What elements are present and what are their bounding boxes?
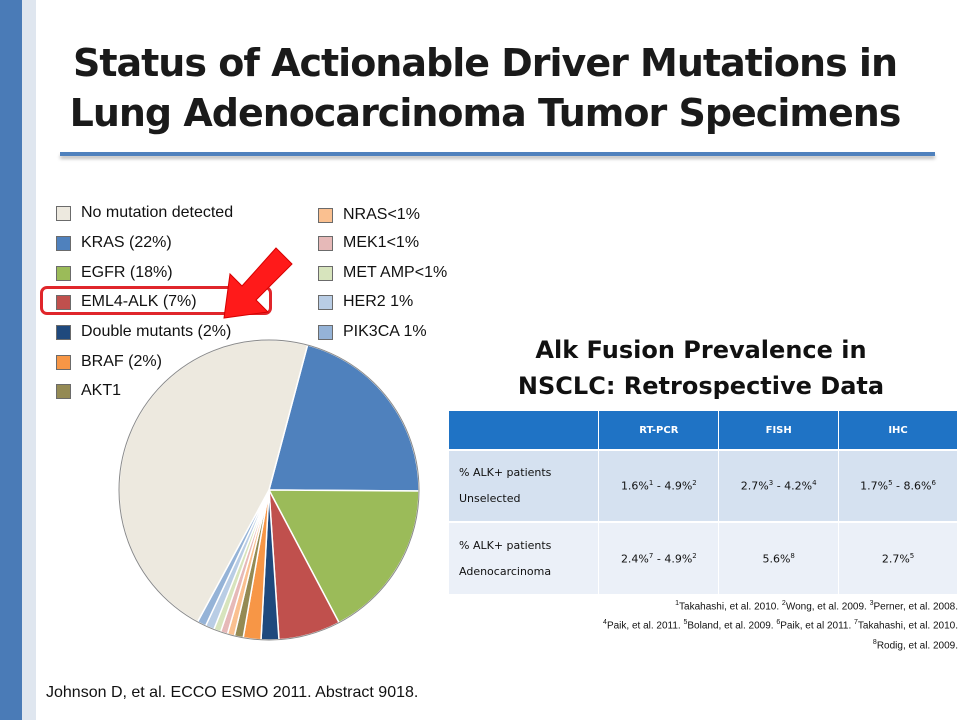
references-line-1: 1Takahashi, et al. 2010. 2Wong, et al. 2… [675,600,958,613]
source-citation: Johnson D, et al. ECCO ESMO 2011. Abstra… [46,684,419,701]
legend-item-akt1: AKT1 [56,381,121,401]
legend-swatch [56,354,71,370]
legend-label: EGFR (18%) [81,264,173,281]
legend-swatch [56,294,71,310]
references-line-2: 4Paik, et al. 2011. 5Boland, et al. 2009… [603,619,958,632]
legend-label: BRAF (2%) [81,353,162,370]
legend-item-no-mutation: No mutation detected [56,203,233,223]
header-rt-pcr: RT-PCR [598,411,720,450]
legend-swatch [318,265,333,281]
alk-table-title-line-1: Alk Fusion Prevalence in [535,336,867,364]
row-label-line-2: Adenocarcinoma [459,564,552,578]
legend-label: PIK3CA 1% [343,323,427,340]
alk-table-title-line-2: NSCLC: Retrospective Data [517,372,885,400]
table-row: % ALK+ patients Adenocarcinoma 2.4%7 - 4… [449,521,958,594]
title-underline [60,152,935,156]
legend-item-eml4-alk: EML4-ALK (7%) [56,292,197,312]
references: 1Takahashi, et al. 2010. 2Wong, et al. 2… [470,596,958,654]
header-fish: FISH [718,411,840,450]
legend-label: Double mutants (2%) [81,323,232,340]
legend-item-nras: NRAS<1% [318,205,420,225]
pie-outline [118,339,420,641]
legend-item-egfr: EGFR (18%) [56,263,173,283]
red-arrow-icon [223,247,293,319]
header-ihc: IHC [838,411,958,450]
row-label-line-2: Unselected [459,492,521,505]
legend-swatch [56,265,71,281]
cell-ihc: 2.7%5 [838,521,958,594]
legend-swatch [56,235,71,251]
legend-label: No mutation detected [81,204,234,221]
pie-slices [118,339,420,641]
cell-rt-pcr: 1.6%1 - 4.9%2 [598,449,720,522]
legend-item-her2: HER2 1% [318,292,413,312]
legend-swatch [56,205,71,221]
slide-title-line-1: Status of Actionable Driver Mutations in [72,41,898,85]
cell-fish: 2.7%3 - 4.2%4 [718,449,840,522]
legend-item-kras: KRAS (22%) [56,233,172,253]
slide-title: Status of Actionable Driver Mutations in… [40,38,930,138]
legend-item-mek1: MEK1<1% [318,233,419,253]
legend-label: AKT1 [81,382,122,399]
legend-swatch [318,235,333,251]
table-row: % ALK+ patients Unselected 1.6%1 - 4.9%2… [449,449,958,522]
legend-item-met-amp: MET AMP<1% [318,263,447,283]
legend-label: NRAS<1% [343,206,420,223]
left-accent-band [22,0,36,720]
cell-ihc: 1.7%5 - 8.6%6 [838,449,958,522]
legend-label: MET AMP<1% [343,264,448,281]
legend-label: EML4-ALK (7%) [81,293,197,310]
legend-item-double-mutants: Double mutants (2%) [56,322,231,342]
legend-swatch [318,207,333,223]
cell-rt-pcr: 2.4%7 - 4.9%2 [598,521,720,594]
alk-table-title: Alk Fusion Prevalence in NSCLC: Retrospe… [456,332,946,404]
references-line-3: 8Rodig, et al. 2009. [872,638,958,651]
row-label: % ALK+ patients Adenocarcinoma [449,521,600,594]
legend-swatch [56,324,71,340]
cell-fish: 5.6%8 [718,521,840,594]
header-blank [449,411,600,450]
legend-label: MEK1<1% [343,234,420,251]
legend-item-pik3ca: PIK3CA 1% [318,322,427,342]
legend-label: HER2 1% [343,293,414,310]
table-header-row: RT-PCR FISH IHC [449,411,958,450]
legend-swatch [56,383,71,399]
eml4-alk-highlight-box [40,286,272,315]
legend-swatch [318,294,333,310]
legend-item-braf: BRAF (2%) [56,352,162,372]
row-label-line-1: % ALK+ patients [459,538,552,552]
legend-swatch [318,324,333,340]
alk-prevalence-table: RT-PCR FISH IHC % ALK+ patients Unselect… [449,411,958,594]
legend-label: KRAS (22%) [81,234,172,251]
slide-title-line-2: Lung Adenocarcinoma Tumor Specimens [69,91,902,135]
row-label-line-1: % ALK+ patients [459,466,552,479]
left-accent-bar [0,0,22,720]
row-label: % ALK+ patients Unselected [449,449,600,522]
